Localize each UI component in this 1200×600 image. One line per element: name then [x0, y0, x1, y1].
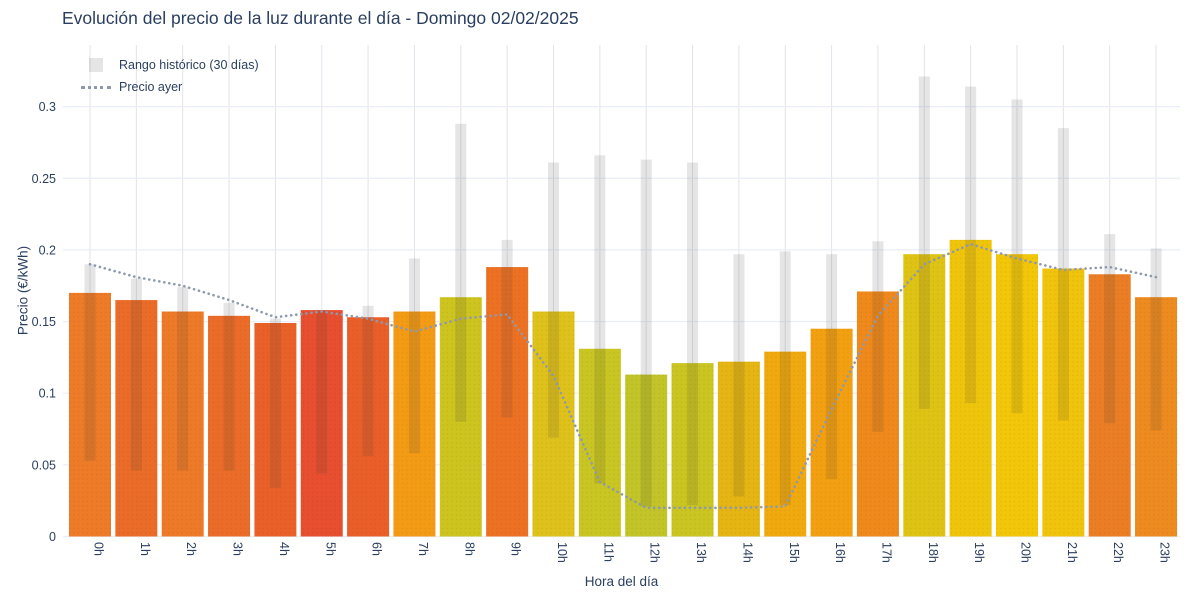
- x-tick-label-17h: 17h: [879, 542, 893, 563]
- historical-range-bar-21h: [1057, 128, 1069, 421]
- historical-range-bar-14h: [733, 254, 745, 497]
- historical-range-bar-6h: [362, 305, 374, 457]
- x-tick-label-18h: 18h: [926, 542, 940, 563]
- x-tick-label-11h: 11h: [601, 542, 615, 562]
- x-tick-label-7h: 7h: [416, 542, 430, 556]
- historical-range-bar-17h: [872, 241, 884, 432]
- price-bar-texture-4h: [254, 322, 297, 537]
- legend-swatch-box: [80, 58, 112, 72]
- y-tick-label-0.1: 0.1: [39, 387, 56, 401]
- x-tick-label-21h: 21h: [1065, 542, 1079, 563]
- x-tick-label-16h: 16h: [833, 542, 847, 563]
- historical-range-bar-7h: [408, 258, 420, 454]
- x-tick-label-4h: 4h: [277, 542, 291, 556]
- price-bar-texture-0h: [69, 292, 111, 537]
- y-tick-label-0.2: 0.2: [39, 243, 56, 257]
- legend-item-historical-range[interactable]: Rango histórico (30 días): [80, 54, 259, 76]
- historical-range-bar-8h: [455, 123, 467, 422]
- x-tick-label-5h: 5h: [323, 542, 337, 556]
- x-tick-label-0h: 0h: [92, 542, 106, 556]
- price-bar-texture-9h: [486, 267, 529, 537]
- legend-swatch-box: [80, 85, 112, 89]
- x-tick-label-23h: 23h: [1158, 542, 1172, 563]
- historical-range-bar-5h: [316, 310, 328, 474]
- price-bar-texture-7h: [393, 311, 436, 537]
- historical-range-bar-4h: [269, 318, 281, 488]
- price-bar-texture-23h: [1135, 297, 1178, 537]
- historical-range-bar-1h: [130, 278, 142, 471]
- x-tick-label-9h: 9h: [509, 542, 523, 556]
- historical-range-bar-2h: [177, 287, 189, 471]
- legend-label-historical-range: Rango histórico (30 días): [119, 58, 259, 72]
- legend-label-yesterday-price: Precio ayer: [119, 80, 183, 94]
- x-tick-label-19h: 19h: [972, 542, 986, 563]
- x-axis-title: Hora del día: [584, 574, 659, 589]
- x-tick-label-2h: 2h: [184, 542, 198, 556]
- dotted-line-swatch-icon: [81, 85, 111, 89]
- legend: Rango histórico (30 días) Precio ayer: [80, 54, 259, 98]
- x-tick-label-13h: 13h: [694, 542, 708, 563]
- y-tick-label-0.05: 0.05: [32, 458, 56, 472]
- price-bar-texture-2h: [161, 311, 204, 537]
- historical-range-bar-0h: [84, 264, 96, 461]
- historical-range-bar-10h: [548, 162, 559, 438]
- x-tick-label-14h: 14h: [740, 542, 754, 563]
- price-bar-texture-21h: [1042, 268, 1085, 537]
- price-bar-texture-10h: [532, 311, 575, 537]
- price-bar-texture-12h: [625, 374, 668, 537]
- chart-title: Evolución del precio de la luz durante e…: [62, 8, 579, 28]
- historical-range-bar-3h: [223, 302, 235, 471]
- x-tick-label-20h: 20h: [1019, 542, 1033, 563]
- x-tick-label-1h: 1h: [138, 542, 152, 556]
- price-bar-texture-6h: [347, 317, 390, 537]
- yesterday-price-line: [88, 242, 1158, 510]
- legend-item-yesterday-price[interactable]: Precio ayer: [80, 76, 259, 98]
- historical-range-bar-15h: [779, 251, 791, 505]
- price-bar-texture-22h: [1088, 274, 1131, 537]
- historical-range-bar-20h: [1011, 99, 1023, 414]
- historical-range-bar-18h: [918, 76, 930, 409]
- historical-range-swatch-icon: [89, 58, 103, 72]
- x-tick-label-10h: 10h: [555, 542, 569, 563]
- price-bar-texture-11h: [578, 348, 621, 537]
- historical-range-bar-22h: [1104, 234, 1116, 424]
- historical-range-bar-16h: [826, 254, 838, 480]
- y-tick-label-0.15: 0.15: [32, 315, 56, 329]
- y-tick-label-0: 0: [49, 530, 56, 544]
- y-tick-label-0.3: 0.3: [39, 100, 56, 114]
- x-tick-label-8h: 8h: [462, 542, 476, 556]
- price-bar-texture-5h: [300, 310, 343, 537]
- x-tick-label-15h: 15h: [787, 542, 801, 563]
- price-bar-texture-16h: [810, 328, 853, 537]
- x-tick-label-6h: 6h: [370, 542, 384, 556]
- price-bar-texture-3h: [208, 315, 251, 537]
- price-bar-texture-1h: [115, 300, 158, 537]
- price-bar-texture-19h: [949, 239, 992, 537]
- x-tick-label-22h: 22h: [1111, 542, 1125, 563]
- historical-range-bar-12h: [640, 159, 652, 507]
- price-bar-texture-18h: [903, 254, 946, 537]
- x-tick-label-3h: 3h: [231, 542, 245, 556]
- historical-range-bar-23h: [1150, 248, 1162, 431]
- price-bar-texture-20h: [996, 254, 1038, 537]
- y-tick-label-0.25: 0.25: [32, 172, 56, 186]
- historical-range-bar-11h: [594, 155, 606, 484]
- x-tick-label-12h: 12h: [648, 542, 662, 563]
- price-bar-texture-17h: [856, 291, 899, 537]
- historical-range-bar-13h: [687, 162, 699, 505]
- price-bar-texture-8h: [439, 297, 482, 537]
- historical-range-bar-9h: [501, 239, 513, 418]
